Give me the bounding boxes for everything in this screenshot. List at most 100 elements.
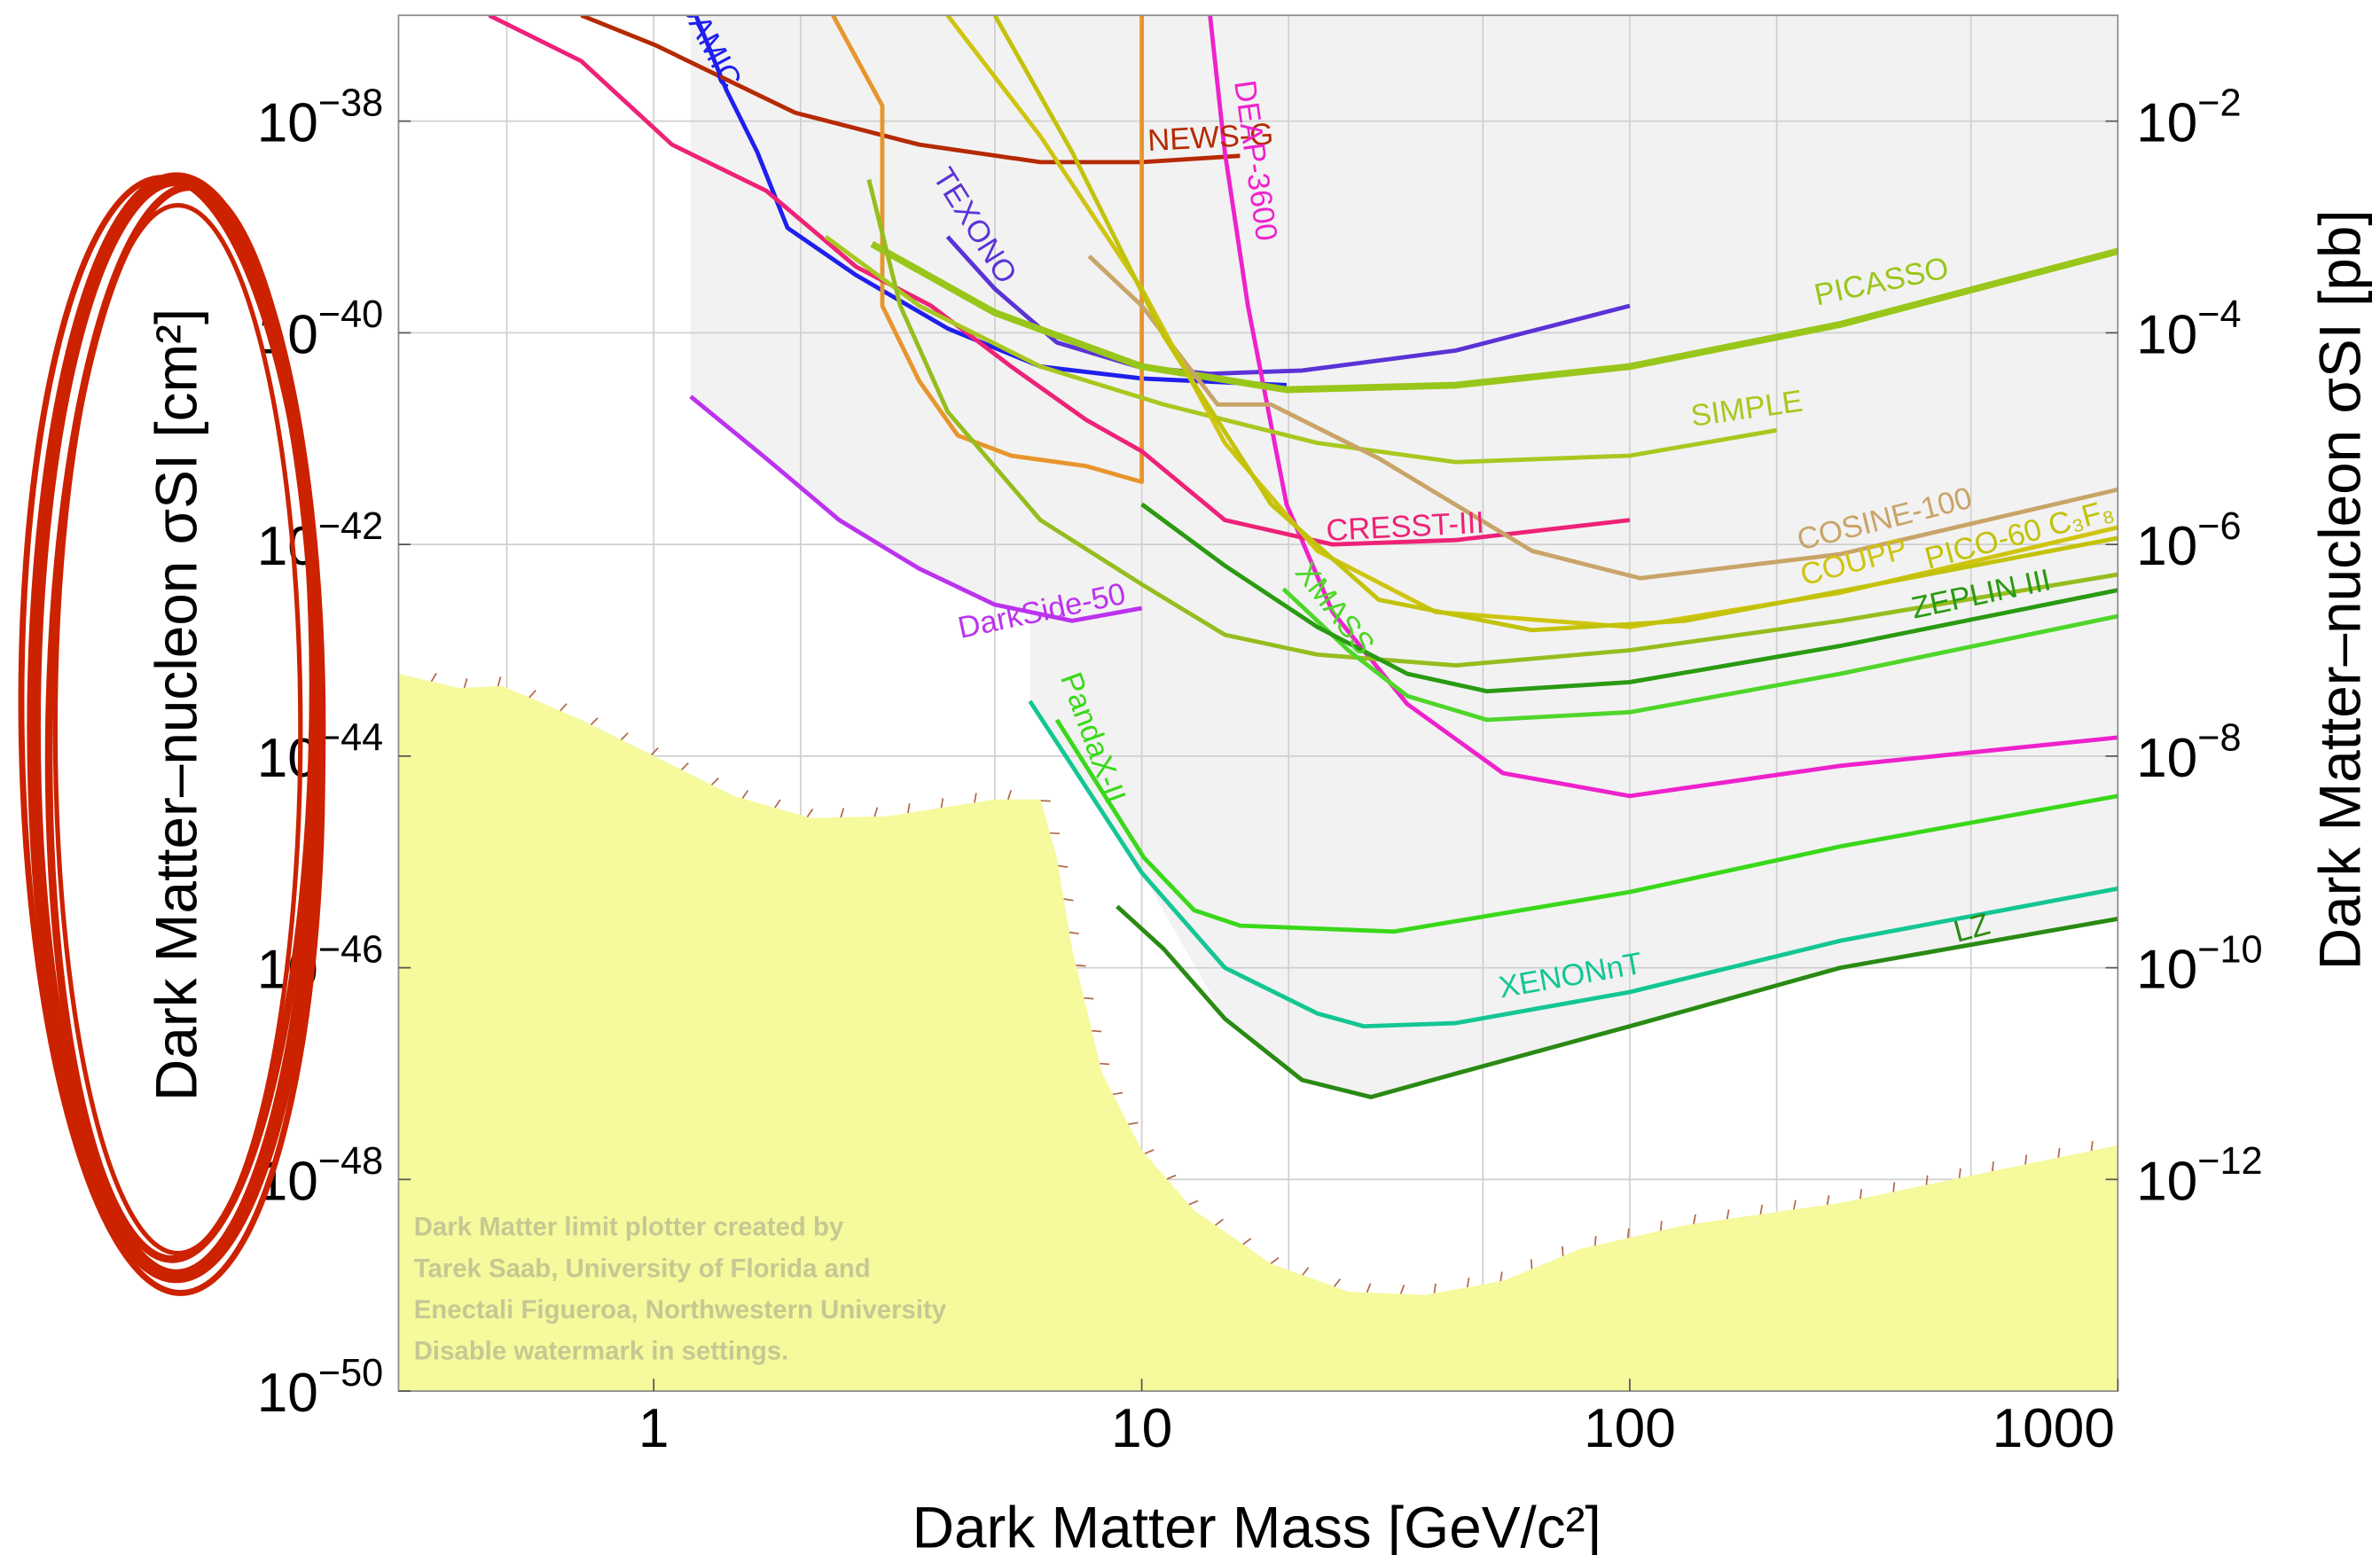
y2-tick-label: 10−6 [2136,505,2241,577]
x-tick-label: 10 [1111,1398,1172,1459]
watermark: Enectali Figueroa, Northwestern Universi… [414,1295,947,1324]
floor-hatch [1659,1221,1663,1231]
floor-hatch [1530,1259,1533,1270]
watermark: Dark Matter limit plotter created by [414,1213,844,1242]
series-line [870,240,2118,394]
floor-hatch [1215,1218,1224,1226]
floor-hatch [1991,1161,1994,1172]
floor-hatch [1562,1246,1564,1256]
floor-hatch [1063,898,1074,902]
x-tick-label: 1 [638,1398,669,1459]
series-line [831,15,1145,484]
floor-hatch [1050,832,1061,835]
series-line [689,395,1143,623]
series-line [1054,718,2118,934]
y2-tick-label: 10−4 [2136,294,2241,366]
floor-hatch [1144,1149,1155,1154]
y2-tick-label: 10−12 [2136,1140,2262,1212]
floor-hatch [806,808,814,817]
series-line [1028,699,2118,1029]
series-line [488,15,1631,547]
series-line [1116,904,2118,1099]
floor-hatch [774,799,781,809]
floor-hatch [528,690,536,699]
floor-hatch [1626,1228,1630,1239]
floor-hatch [1433,1283,1437,1293]
floor-hatch [1726,1209,1730,1220]
series-line [866,179,2118,668]
floor-hatch [1693,1214,1696,1224]
floor-hatch [741,790,749,800]
floor-hatch [1925,1175,1929,1185]
floor-hatch [680,762,689,770]
floor-hatch [710,777,719,785]
floor-hatch [1826,1195,1830,1206]
floor-hatch [1188,1199,1199,1206]
floor-hatch [940,798,944,809]
floor-hatch [873,807,879,817]
floor-hatch [1084,996,1094,1000]
floor-hatch [1593,1236,1597,1246]
floor-hatch [1058,864,1069,869]
region [398,673,2118,1392]
floor-hatch [1333,1278,1342,1287]
floor-hatch [907,803,911,814]
floor-hatch [1302,1267,1310,1276]
watermark: Disable watermark in settings. [414,1337,789,1366]
floor-hatch [1892,1182,1896,1192]
floor-hatch [590,717,599,726]
floor-hatch [1399,1284,1405,1294]
floor-hatch [1076,964,1086,967]
floor-hatch [497,676,502,687]
series-line [1281,587,2118,723]
y2-tick-label: 10−10 [2136,929,2262,1001]
floor-hatch [1499,1271,1503,1282]
x-tick-label: 1000 [1992,1398,2115,1459]
floor-hatch [2090,1141,2094,1152]
y2-axis-title: Dark Matter–nucleon σSI [pb] [2307,209,2372,970]
y-axis-title: Dark Matter–nucleon σSI [cm²] [144,309,208,1101]
floor-hatch [2024,1154,2028,1165]
floor-hatch [463,678,468,689]
floor-hatch [974,793,977,803]
floor-hatch [1270,1256,1280,1264]
x-axis-title: Dark Matter Mass [GeV/c²] [912,1495,1601,1555]
series-line [1140,502,2118,694]
floor-hatch [1366,1283,1372,1293]
floor-hatch [1242,1238,1252,1246]
floor-hatch [1466,1278,1470,1288]
floor-hatch [1759,1204,1764,1215]
series-line [693,15,1287,387]
watermark: Tarek Saab, University of Florida and [414,1254,871,1283]
floor-hatch [1128,1121,1139,1125]
region [690,15,2118,1098]
floor-hatch [1100,1062,1110,1066]
series-line [824,234,1778,465]
y2-tick-label: 10−2 [2136,82,2241,154]
y-tick-label: 10−38 [257,82,383,154]
floor-hatch [1092,1029,1102,1033]
floor-hatch [1859,1189,1863,1199]
series-line [992,15,2118,633]
floor-hatch [2057,1147,2061,1158]
hand-drawn-circle [18,172,326,1296]
y2-tick-label: 10−8 [2136,717,2241,789]
floor-hatch [620,732,629,741]
floor-hatch [1793,1199,1797,1210]
floor-hatch [1069,931,1079,935]
floor-hatch [1006,790,1013,800]
floor-hatch [430,672,437,683]
floor-hatch [1958,1168,1961,1178]
floor-hatch [560,703,568,712]
floor-hatch [650,747,659,756]
floor-hatch [1166,1174,1177,1180]
series-label: NEWS-G [1147,118,1274,158]
floor-hatch [1113,1091,1123,1096]
series-label: CRESST-III [1326,506,1485,548]
y-tick-label: 10−50 [257,1352,383,1424]
floor-hatch [840,808,845,818]
x-tick-label: 100 [1584,1398,1676,1459]
plot-frame [397,14,2119,1392]
